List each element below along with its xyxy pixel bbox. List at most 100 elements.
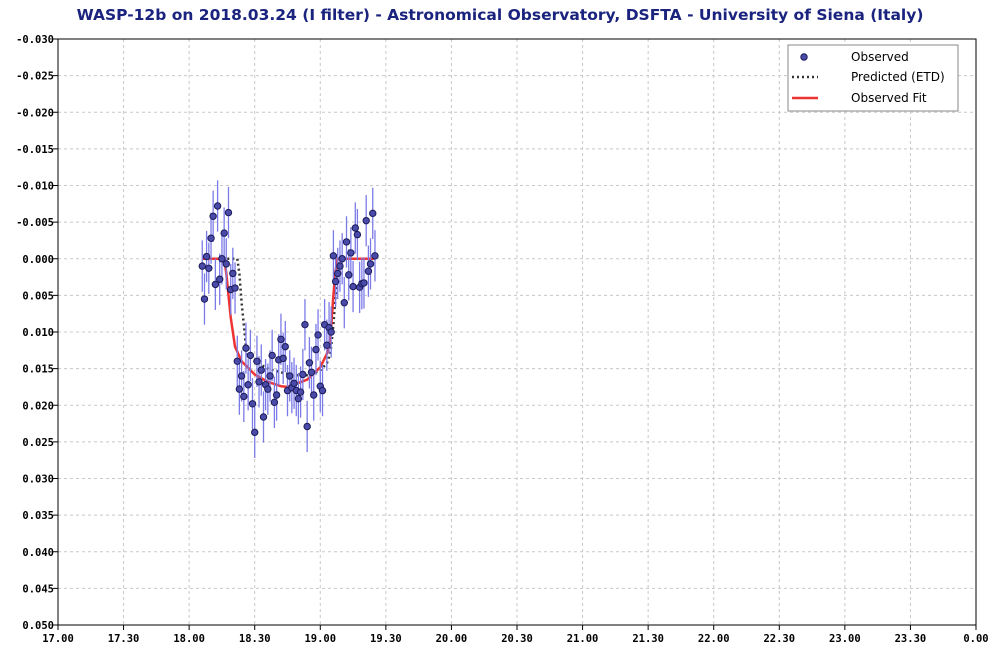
data-point xyxy=(279,354,287,363)
data-point xyxy=(202,252,211,261)
x-tick-label: 17.00 xyxy=(42,633,74,645)
data-point xyxy=(360,279,368,287)
grid-lines xyxy=(57,38,977,626)
data-point xyxy=(345,271,353,279)
data-point xyxy=(255,378,263,386)
data-point xyxy=(364,267,373,275)
x-tick-label: 20.00 xyxy=(436,633,468,645)
data-point xyxy=(351,224,360,232)
x-tick-label: 19.30 xyxy=(370,633,402,645)
data-point xyxy=(353,230,362,239)
y-tick-label: 0.030 xyxy=(22,474,54,486)
data-point xyxy=(198,262,206,270)
legend-label: Observed xyxy=(851,50,909,64)
y-tick-label: 0.010 xyxy=(22,327,54,339)
data-point xyxy=(207,234,215,242)
y-tick-label: 0.000 xyxy=(22,254,54,266)
data-point xyxy=(211,280,220,289)
data-point xyxy=(251,428,259,437)
axes xyxy=(53,38,977,630)
y-tick-label: -0.005 xyxy=(16,217,54,229)
data-point xyxy=(266,372,274,380)
data-point xyxy=(314,331,322,339)
data-point xyxy=(213,202,222,210)
data-point xyxy=(286,372,294,380)
data-point xyxy=(235,385,244,393)
y-tick-label: 0.045 xyxy=(22,583,54,595)
data-point xyxy=(246,351,255,360)
data-point xyxy=(334,269,342,278)
data-point xyxy=(301,320,309,329)
data-point xyxy=(327,328,335,336)
x-tick-label: 21.00 xyxy=(567,633,599,645)
data-point xyxy=(299,370,307,379)
data-point xyxy=(231,284,239,292)
data-point xyxy=(237,372,246,380)
x-tick-label: 20.30 xyxy=(501,633,533,645)
data-point xyxy=(248,400,257,408)
data-point xyxy=(244,381,252,389)
data-point xyxy=(209,212,217,220)
y-tick-label: 0.050 xyxy=(22,620,54,632)
x-tick-label: 0.00 xyxy=(963,633,988,645)
y-tick-label: -0.025 xyxy=(16,71,54,83)
data-point xyxy=(253,357,261,365)
data-point xyxy=(371,252,379,260)
data-point xyxy=(242,344,250,352)
legend-label: Observed Fit xyxy=(851,91,927,105)
data-point xyxy=(257,366,265,374)
data-point xyxy=(224,208,233,217)
x-tick-labels: 17.00 17.30 18.00 18.30 19.00 19.30 20.00 20.30… xyxy=(42,633,988,645)
data-point xyxy=(310,391,318,399)
y-tick-label: 0.040 xyxy=(22,547,54,559)
data-point xyxy=(305,359,314,367)
data-point xyxy=(240,392,248,401)
data-point xyxy=(220,229,228,237)
data-point xyxy=(215,275,224,283)
data-point xyxy=(336,262,344,270)
x-tick-label: 21.30 xyxy=(632,633,664,645)
data-point xyxy=(270,398,279,407)
data-point xyxy=(329,252,338,260)
legend-marker-observed xyxy=(800,53,808,61)
data-point xyxy=(200,295,209,303)
x-tick-label: 23.30 xyxy=(895,633,927,645)
data-point xyxy=(294,394,303,403)
y-tick-labels: -0.030 -0.025 -0.020 -0.015 -0.010 -0.005 0.00… xyxy=(16,34,54,632)
data-point xyxy=(222,260,230,268)
data-point xyxy=(318,386,327,395)
y-tick-label: 0.015 xyxy=(22,364,54,376)
data-point xyxy=(205,264,213,272)
data-point xyxy=(366,260,375,268)
data-point xyxy=(264,385,272,393)
data-point xyxy=(340,299,348,307)
data-point xyxy=(342,238,351,246)
data-point xyxy=(229,269,237,278)
data-point xyxy=(259,413,268,421)
x-tick-label: 17.30 xyxy=(108,633,140,645)
y-tick-label: -0.010 xyxy=(16,181,54,193)
data-point xyxy=(338,255,346,263)
data-point xyxy=(296,388,305,396)
x-tick-label: 22.30 xyxy=(763,633,795,645)
x-tick-label: 23.00 xyxy=(829,633,861,645)
y-tick-label: -0.020 xyxy=(16,107,54,119)
data-point xyxy=(218,255,226,263)
y-tick-label: -0.015 xyxy=(16,144,54,156)
series-observed xyxy=(198,180,379,458)
x-tick-label: 18.00 xyxy=(173,633,205,645)
y-tick-label: 0.020 xyxy=(22,400,54,412)
y-tick-label: 0.035 xyxy=(22,510,54,522)
x-tick-label: 19.00 xyxy=(304,633,336,645)
chart-title: WASP-12b on 2018.03.24 (I filter) - Astr… xyxy=(76,6,924,24)
data-point xyxy=(312,345,320,354)
data-point xyxy=(347,249,355,257)
x-tick-label: 18.30 xyxy=(239,633,271,645)
data-point xyxy=(323,341,331,349)
data-point xyxy=(362,216,370,225)
data-point xyxy=(303,422,311,431)
data-point xyxy=(272,391,281,399)
data-point xyxy=(369,209,377,218)
plot-frame xyxy=(57,38,977,626)
y-tick-label: -0.030 xyxy=(16,34,54,46)
